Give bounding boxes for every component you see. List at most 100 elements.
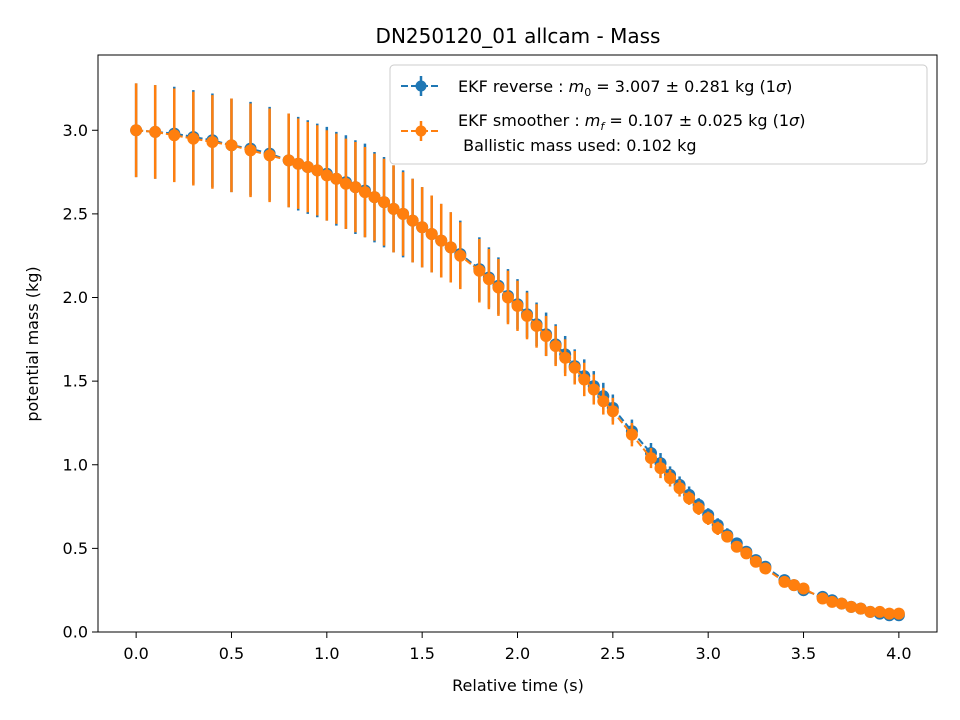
data-point [425, 227, 438, 240]
data-point [797, 582, 810, 595]
data-point [883, 607, 896, 620]
y-tick-label: 1.5 [63, 372, 88, 391]
data-point [130, 124, 143, 137]
data-point [168, 129, 181, 142]
legend-reverse-close: ) [786, 77, 792, 96]
data-point [835, 597, 848, 610]
data-point [568, 361, 581, 374]
legend-reverse-sigma: σ [776, 77, 787, 96]
plot-frame [97, 54, 938, 633]
legend-marker-reverse [401, 76, 441, 96]
legend-marker-smoother [401, 121, 441, 141]
data-point [654, 462, 667, 475]
data-point [597, 395, 610, 408]
y-axis-label: potential mass (kg) [23, 266, 42, 421]
y-tick-label: 3.0 [63, 121, 88, 140]
data-point [873, 605, 886, 618]
data-point [864, 605, 877, 618]
legend-smoother-suffix: = 0.107 ± 0.025 kg (1 [604, 111, 789, 130]
data-point [559, 351, 572, 364]
legend-smoother-prefix: EKF smoother : [458, 111, 585, 130]
data-point [778, 575, 791, 588]
x-tick-label: 2.5 [600, 644, 625, 663]
y-tick-label: 0.0 [63, 623, 88, 642]
legend-reverse-suffix: = 3.007 ± 0.281 kg (1 [591, 77, 776, 96]
x-tick-label: 0.0 [123, 644, 148, 663]
data-point [473, 264, 486, 277]
data-point [406, 214, 419, 227]
data-point [826, 595, 839, 608]
legend-smoother-sym: m [585, 111, 601, 130]
data-point [740, 547, 753, 560]
data-point [721, 530, 734, 543]
data-point [492, 281, 505, 294]
legend-reverse-sub: 0 [584, 86, 591, 99]
x-tick-label: 4.0 [886, 644, 911, 663]
data-point [187, 132, 200, 145]
data-point [311, 164, 324, 177]
data-point [244, 144, 257, 157]
y-tick-label: 2.5 [63, 204, 88, 223]
data-point [301, 161, 314, 174]
legend-text-reverse: EKF reverse : m0 = 3.007 ± 0.281 kg (1σ) [458, 77, 792, 99]
legend-smoother-close: ) [799, 111, 805, 130]
series-ekf-smoother [130, 83, 905, 620]
x-tick-label: 0.5 [219, 644, 244, 663]
chart-title: DN250120_01 allcam - Mass [376, 24, 661, 48]
legend-dot-smoother [415, 125, 427, 137]
data-point [625, 428, 638, 441]
data-point [349, 181, 362, 194]
y-tick-label: 2.0 [63, 288, 88, 307]
data-point [501, 291, 514, 304]
data-point [644, 452, 657, 465]
x-tick-label: 1.0 [314, 644, 339, 663]
legend-text-smoother: EKF smoother : mf = 0.107 ± 0.025 kg (1σ… [458, 111, 805, 133]
data-point [387, 202, 400, 215]
data-point [892, 607, 905, 620]
legend-reverse-prefix: EKF reverse : [458, 77, 569, 96]
data-point [330, 172, 343, 185]
data-point [320, 169, 333, 182]
x-axis-label: Relative time (s) [452, 676, 584, 695]
data-point [149, 125, 162, 138]
data-point [292, 157, 305, 170]
data-point [378, 196, 391, 209]
data-point [282, 154, 295, 167]
legend-box [389, 64, 928, 165]
data-point [540, 329, 553, 342]
data-point [225, 139, 238, 152]
data-point [702, 512, 715, 525]
x-tick-label: 3.5 [791, 644, 816, 663]
data-point [530, 319, 543, 332]
data-point [397, 207, 410, 220]
data-point [444, 241, 457, 254]
y-tick-label: 1.0 [63, 455, 88, 474]
data-point [711, 522, 724, 535]
data-point [692, 502, 705, 515]
data-point [587, 383, 600, 396]
data-point [730, 540, 743, 553]
legend: EKF reverse : m0 = 3.007 ± 0.281 kg (1σ)… [389, 64, 928, 165]
legend-dot-reverse [415, 80, 427, 92]
data-point [454, 249, 467, 262]
data-point [416, 221, 429, 234]
data-point [787, 579, 800, 592]
legend-smoother-sub: f [600, 120, 606, 133]
data-point [578, 373, 591, 386]
data-point [759, 562, 772, 575]
x-tick-label: 1.5 [409, 644, 434, 663]
legend-reverse-sym: m [569, 77, 585, 96]
data-point [339, 177, 352, 190]
data-point [749, 555, 762, 568]
legend-smoother-sigma: σ [789, 111, 800, 130]
x-tick-label: 2.0 [505, 644, 530, 663]
data-point [511, 299, 524, 312]
data-point [606, 405, 619, 418]
y-axis-ticks: 0.0 0.5 1.0 1.5 2.0 2.5 3.0 [63, 121, 98, 642]
legend-text-ballistic: Ballistic mass used: 0.102 kg [458, 136, 697, 155]
data-point [854, 602, 867, 615]
data-point [845, 600, 858, 613]
data-point [482, 273, 495, 286]
x-axis-ticks: 0.0 0.5 1.0 1.5 2.0 2.5 3.0 3.5 4.0 [123, 632, 912, 663]
x-tick-label: 3.0 [695, 644, 720, 663]
